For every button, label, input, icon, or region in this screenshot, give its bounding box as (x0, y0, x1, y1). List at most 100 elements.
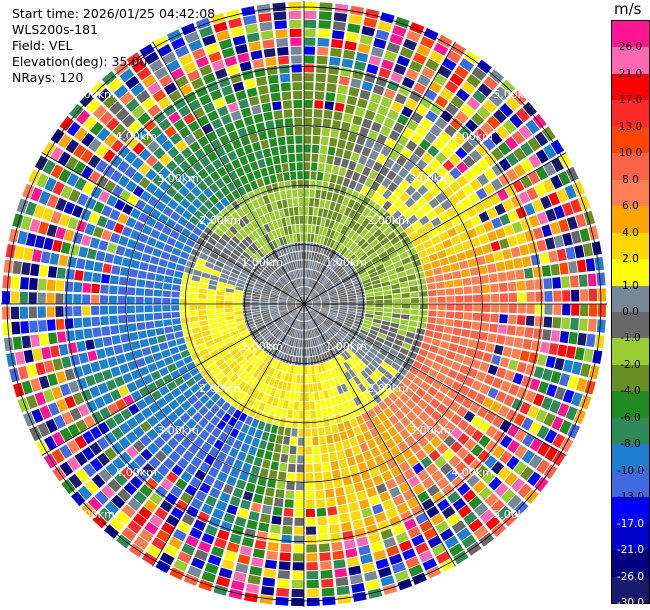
azimuth-spoke (303, 303, 456, 567)
velocity-gate (396, 502, 409, 514)
velocity-gate (298, 312, 302, 321)
velocity-gate (310, 180, 316, 189)
velocity-gate (221, 412, 232, 423)
velocity-gate (317, 287, 325, 294)
velocity-gate (191, 77, 205, 90)
velocity-gate (96, 215, 108, 228)
velocity-gate (534, 278, 544, 290)
velocity-gate (194, 469, 206, 481)
velocity-gate (348, 180, 357, 190)
velocity-gate (244, 78, 256, 89)
velocity-gate (574, 347, 585, 361)
velocity-gate (559, 373, 570, 387)
velocity-gate (337, 290, 347, 295)
velocity-gate (203, 266, 213, 274)
velocity-gate (316, 273, 322, 281)
velocity-gate (271, 328, 279, 335)
velocity-gate (49, 252, 60, 265)
velocity-gate (381, 59, 394, 71)
velocity-gate (217, 317, 226, 323)
velocity-gate (404, 197, 415, 208)
velocity-gate (406, 411, 417, 422)
velocity-gate (288, 373, 293, 383)
velocity-gate (76, 258, 86, 270)
velocity-gate (259, 225, 267, 235)
velocity-gate (222, 174, 232, 185)
velocity-gate (225, 292, 234, 297)
velocity-gate (364, 177, 374, 188)
velocity-gate (321, 298, 330, 301)
velocity-gate (424, 88, 438, 101)
velocity-gate (263, 176, 271, 186)
velocity-gate (534, 131, 549, 147)
velocity-gate (305, 437, 312, 446)
velocity-gate (69, 407, 82, 421)
velocity-gate (104, 447, 117, 461)
velocity-gate (247, 341, 256, 349)
velocity-gate (507, 210, 519, 223)
velocity-gate (247, 260, 256, 268)
velocity-gate (356, 536, 369, 547)
velocity-gate (361, 257, 371, 265)
velocity-gate (285, 326, 291, 335)
velocity-gate (354, 106, 366, 117)
velocity-gate (313, 463, 322, 473)
velocity-gate (307, 312, 311, 320)
velocity-gate (359, 272, 368, 279)
velocity-gate (312, 298, 321, 302)
range-ring-label: 5.00km (73, 508, 115, 521)
velocity-gate (400, 416, 411, 427)
velocity-gate (347, 313, 356, 318)
velocity-gate (125, 431, 138, 444)
velocity-gate (293, 234, 297, 243)
velocity-gate (327, 388, 334, 398)
velocity-gate (535, 149, 549, 164)
velocity-gate (243, 266, 252, 273)
velocity-gate (174, 270, 184, 279)
velocity-gate (358, 360, 367, 369)
colorbar-swatch (612, 285, 649, 313)
velocity-gate (395, 334, 405, 342)
velocity-gate (363, 17, 378, 28)
velocity-gate (163, 319, 172, 327)
velocity-gate (290, 261, 295, 271)
velocity-gate (262, 39, 275, 49)
velocity-gate (42, 159, 56, 175)
velocity-gate (272, 288, 281, 294)
velocity-gate (477, 173, 489, 186)
velocity-gate (450, 235, 461, 246)
velocity-gate (215, 408, 226, 419)
velocity-gate (526, 291, 535, 302)
velocity-gate (434, 242, 445, 252)
velocity-gate (334, 203, 342, 213)
velocity-gate (220, 329, 230, 336)
velocity-gate (505, 96, 520, 112)
velocity-gate (122, 372, 133, 384)
velocity-gate (217, 529, 230, 541)
velocity-gate (226, 182, 237, 192)
velocity-gate (330, 308, 339, 311)
velocity-gate (277, 46, 289, 56)
velocity-gate (479, 532, 495, 547)
velocity-gate (119, 91, 134, 106)
velocity-gate (286, 189, 292, 199)
velocity-gate (320, 190, 327, 200)
colorbar-swatch (612, 444, 649, 472)
velocity-gate (406, 331, 415, 339)
velocity-gate (299, 215, 304, 224)
velocity-gate (357, 204, 366, 214)
velocity-gate (166, 236, 177, 246)
velocity-gate (192, 47, 206, 60)
velocity-gate (496, 505, 512, 520)
velocity-gate (186, 260, 196, 269)
velocity-gate (246, 172, 255, 182)
velocity-gate (322, 343, 328, 352)
velocity-gate (195, 338, 205, 346)
velocity-gate (389, 553, 403, 566)
velocity-gate (391, 561, 406, 574)
velocity-gate (263, 404, 271, 414)
velocity-gate (130, 82, 145, 97)
velocity-gate (242, 349, 251, 358)
velocity-gate (368, 55, 382, 66)
velocity-gate (50, 164, 64, 179)
